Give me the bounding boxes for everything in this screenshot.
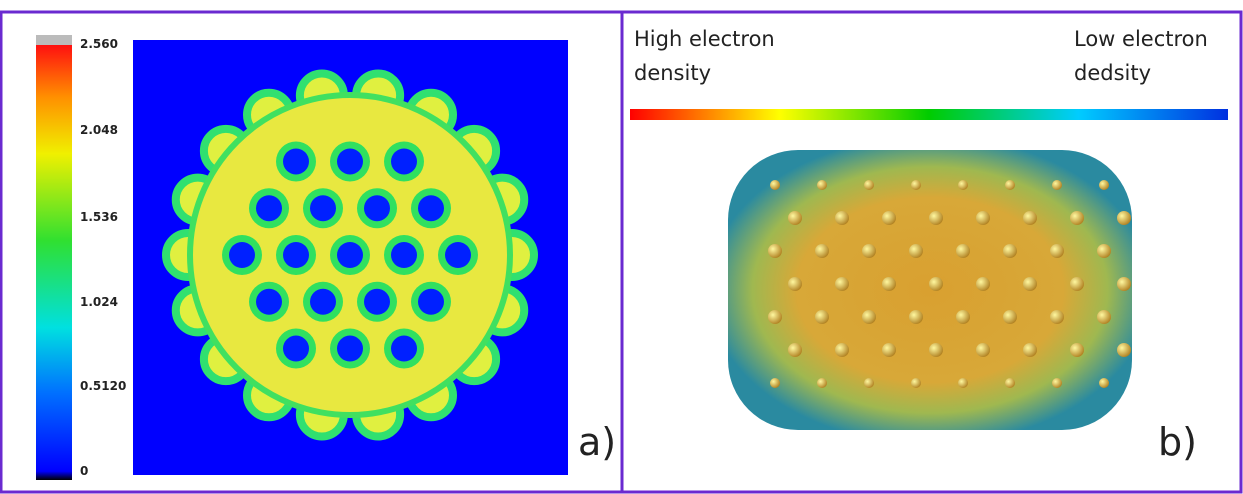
atom (817, 378, 827, 388)
atom (882, 343, 896, 357)
atom (956, 310, 970, 324)
hole (283, 148, 309, 174)
atom (1023, 277, 1037, 291)
hole (337, 336, 363, 362)
atom (770, 180, 780, 190)
atom (835, 343, 849, 357)
hole (391, 242, 417, 268)
high-density-label: High electron density (634, 22, 804, 90)
lattice (166, 73, 534, 436)
panel-label: b) (1158, 420, 1197, 464)
atom (976, 343, 990, 357)
atom (976, 277, 990, 291)
hole (418, 289, 444, 315)
hole (391, 148, 417, 174)
hole (310, 195, 336, 221)
hole (256, 195, 282, 221)
atom (1023, 343, 1037, 357)
atom (909, 310, 923, 324)
hole (337, 242, 363, 268)
atom (835, 211, 849, 225)
atom (1099, 378, 1109, 388)
atom (862, 244, 876, 258)
atom (770, 378, 780, 388)
hole (337, 148, 363, 174)
atom (1003, 244, 1017, 258)
atom (929, 277, 943, 291)
colorbar (36, 45, 72, 480)
atom (1050, 310, 1064, 324)
atom (911, 180, 921, 190)
atom (768, 310, 782, 324)
atom (864, 378, 874, 388)
atom (1050, 244, 1064, 258)
colorbar-tick: 2.560 (80, 37, 118, 51)
hole (229, 242, 255, 268)
hole (310, 289, 336, 315)
atom (911, 378, 921, 388)
atom (956, 244, 970, 258)
atom (1005, 378, 1015, 388)
colorbar-cap (36, 35, 72, 45)
hole (364, 289, 390, 315)
hole (391, 336, 417, 362)
atom (835, 277, 849, 291)
figure: 2.560 2.048 1.536 1.024 0.5120 0 a) High… (0, 0, 1243, 494)
atom (1052, 180, 1062, 190)
colorbar-tick: 2.048 (80, 123, 118, 137)
atom (815, 244, 829, 258)
atom (768, 244, 782, 258)
hole (418, 195, 444, 221)
atom (864, 180, 874, 190)
atom (1023, 211, 1037, 225)
hole (283, 336, 309, 362)
atom (1117, 211, 1131, 225)
atom (1052, 378, 1062, 388)
atom (817, 180, 827, 190)
atom (1070, 343, 1084, 357)
atom (1097, 244, 1111, 258)
atom (862, 310, 876, 324)
atom (1099, 180, 1109, 190)
atom (1005, 180, 1015, 190)
atom (1003, 310, 1017, 324)
atom (958, 378, 968, 388)
colorbar-tick: 1.536 (80, 210, 118, 224)
hole (283, 242, 309, 268)
atom (788, 343, 802, 357)
hole (256, 289, 282, 315)
atom (1070, 277, 1084, 291)
atom (1097, 310, 1111, 324)
figure-graphics (0, 0, 1243, 494)
colorbar-tick: 0 (80, 464, 88, 478)
low-density-label: Low electron dedsity (1074, 22, 1243, 90)
panel-label: a) (578, 420, 616, 464)
atom (882, 211, 896, 225)
atom (1117, 277, 1131, 291)
atom (958, 180, 968, 190)
molecule-surface (728, 150, 1132, 430)
atom (815, 310, 829, 324)
atom (788, 277, 802, 291)
color-scale (630, 109, 1228, 120)
atom (909, 244, 923, 258)
colorbar-tick: 0.5120 (80, 379, 126, 393)
hole (445, 242, 471, 268)
atom (929, 211, 943, 225)
atom (1117, 343, 1131, 357)
colorbar-tick: 1.024 (80, 295, 118, 309)
atom (1070, 211, 1084, 225)
atom (788, 211, 802, 225)
atom (929, 343, 943, 357)
atom (976, 211, 990, 225)
atom (882, 277, 896, 291)
hole (364, 195, 390, 221)
